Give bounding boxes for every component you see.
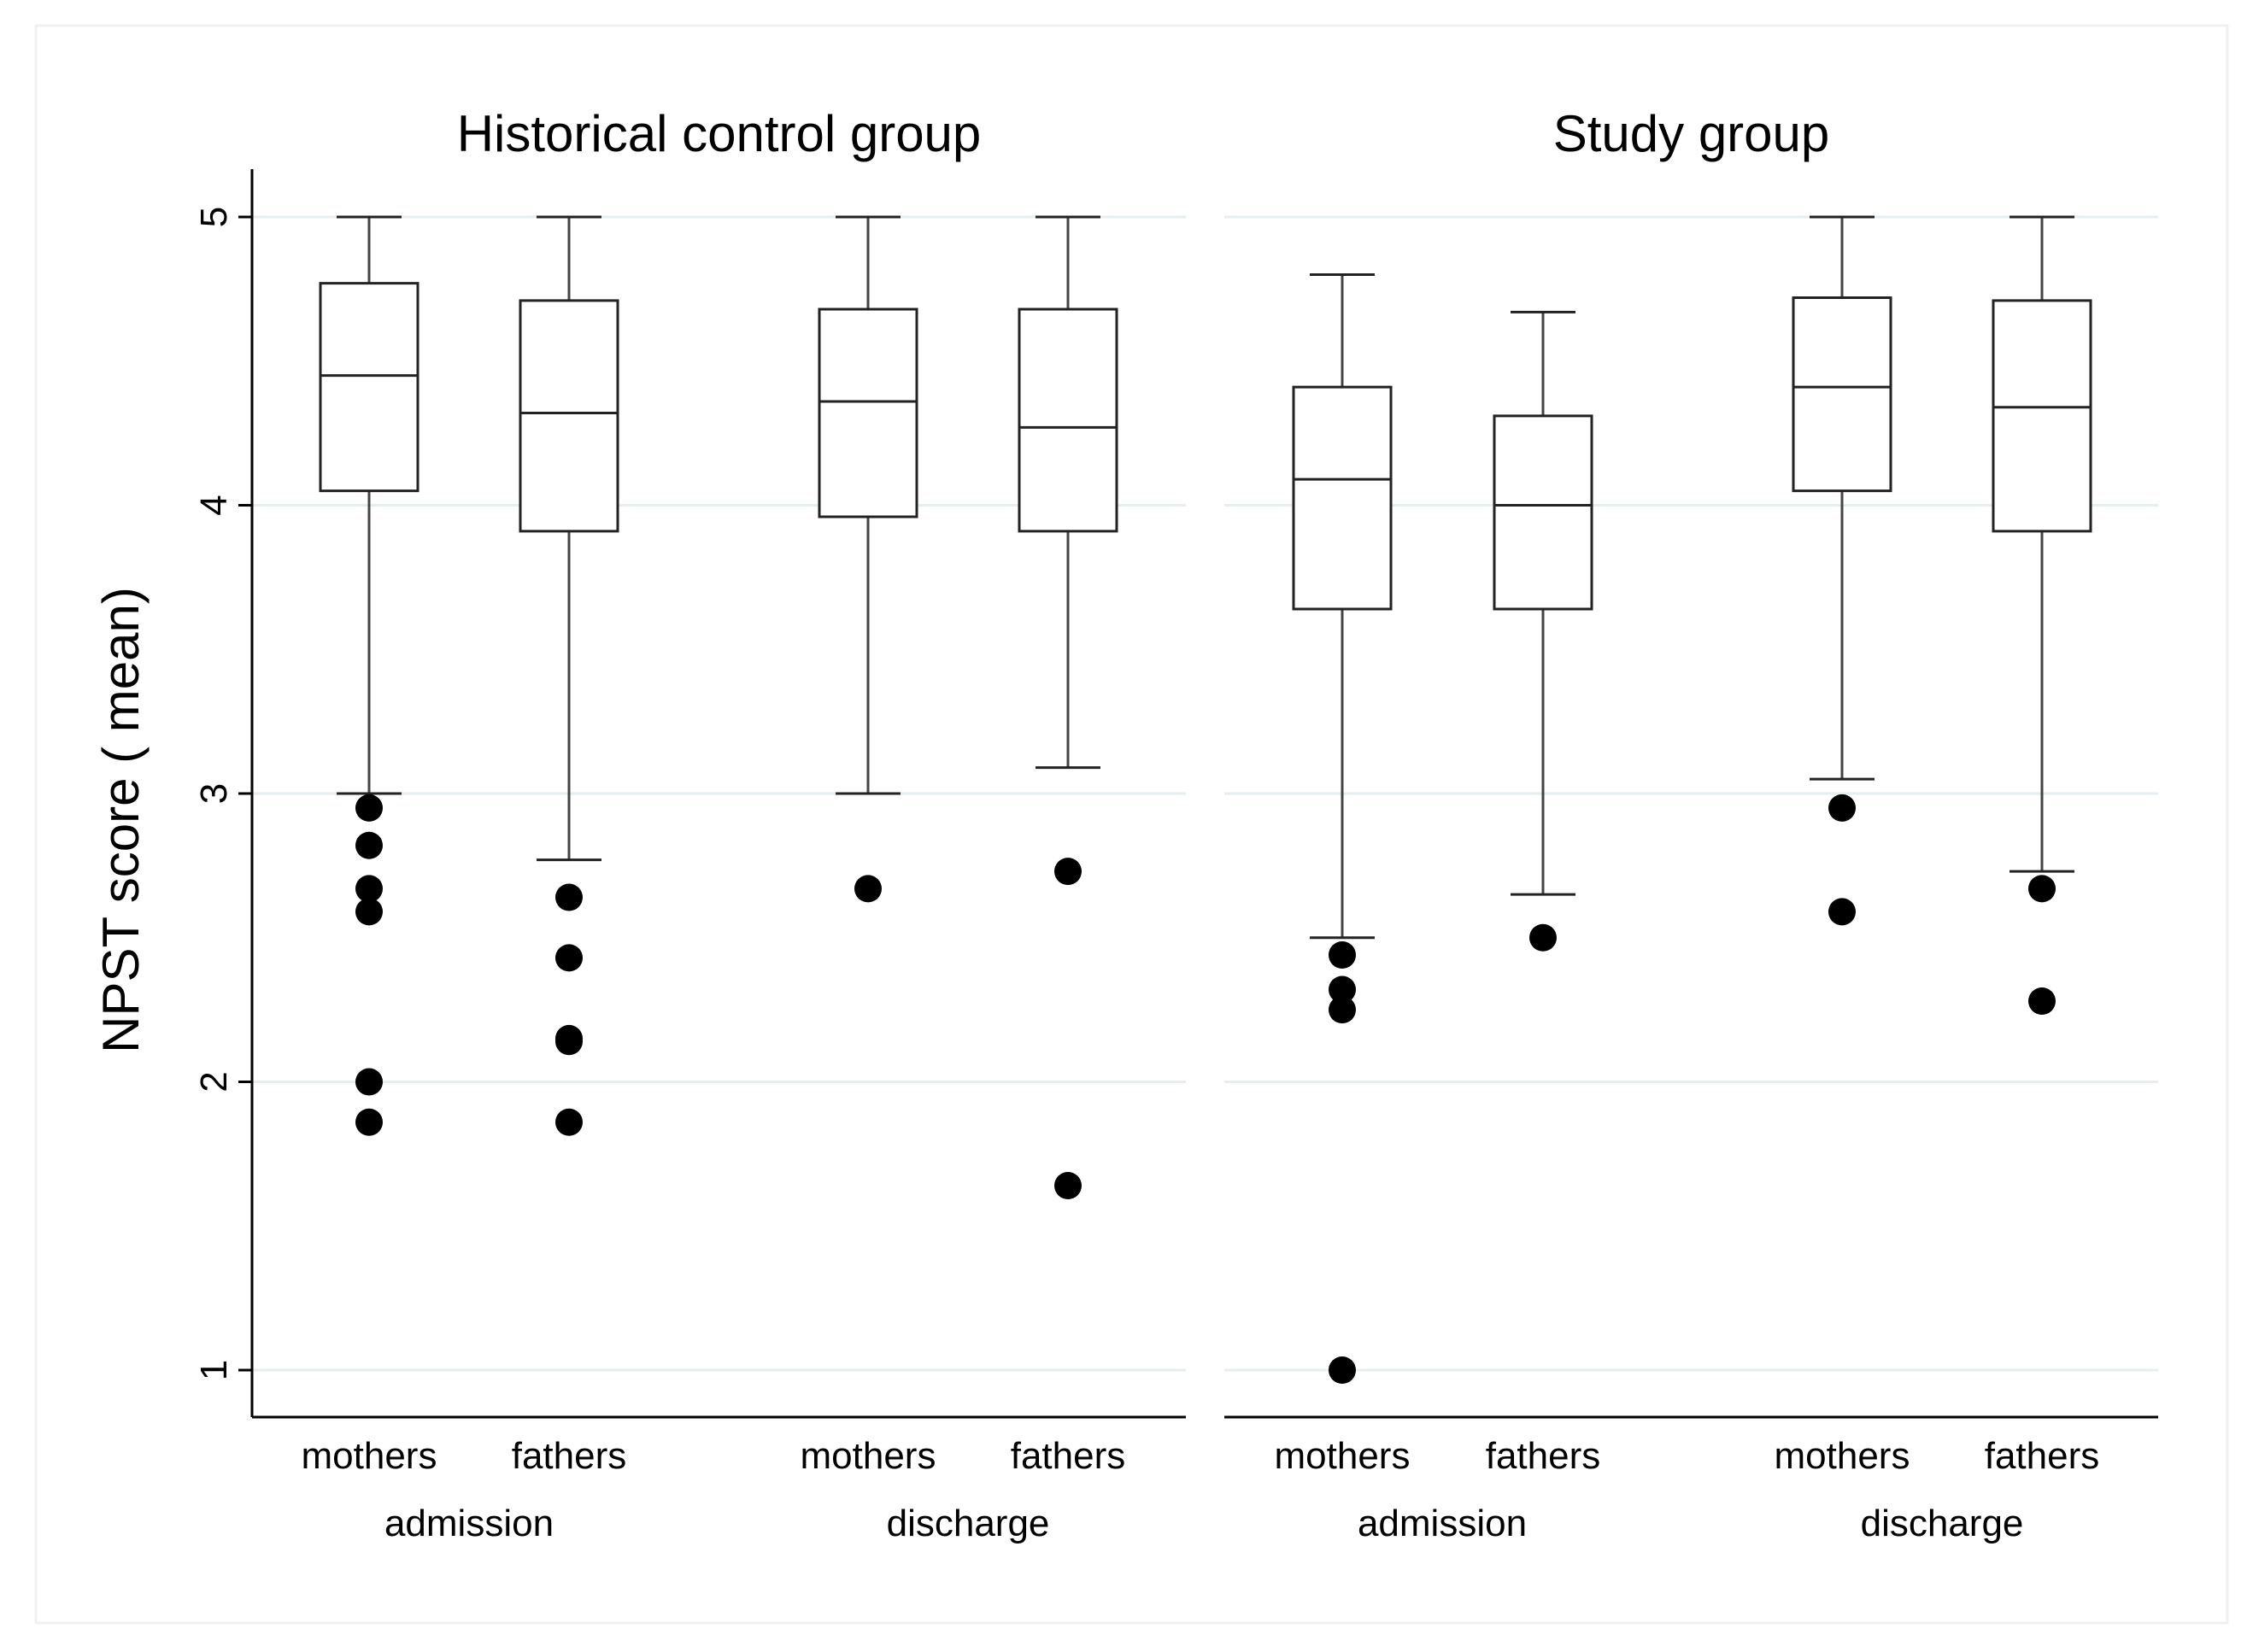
group-label: discharge [887, 1503, 1050, 1544]
category-label: mothers [1275, 1435, 1411, 1477]
panel-title: Study group [1553, 105, 1830, 162]
outlier-point [1828, 898, 1856, 926]
category-label: mothers [1775, 1435, 1910, 1477]
box-mothers [1792, 215, 1892, 926]
figure-border [34, 24, 2229, 1625]
outlier-point [1529, 923, 1557, 952]
iqr-box [1792, 296, 1892, 493]
outlier-point [355, 898, 383, 926]
outlier-point [355, 1108, 383, 1136]
outlier-point [854, 875, 882, 903]
outlier-point [1329, 996, 1356, 1024]
group-label: admission [1358, 1503, 1527, 1544]
outlier-point [555, 883, 583, 911]
box-mothers [319, 215, 420, 1136]
outlier-point [1054, 858, 1082, 886]
box-fathers [519, 215, 619, 1136]
category-label: fathers [512, 1435, 627, 1477]
outlier-point [355, 875, 383, 903]
outlier-point [1828, 794, 1856, 822]
category-label: fathers [1011, 1435, 1126, 1477]
outlier-point [1054, 1172, 1082, 1199]
iqr-box [1992, 299, 2092, 533]
category-label: fathers [1486, 1435, 1601, 1477]
outlier-point [2028, 987, 2056, 1015]
outlier-point [555, 1108, 583, 1136]
iqr-box [1292, 385, 1393, 611]
outlier-point [355, 794, 383, 822]
y-tick-label: 1 [193, 1360, 235, 1380]
panels: 1 2 3 4 5 Historical control group admission mo… [193, 105, 2158, 1544]
y-tick-label: 2 [193, 1071, 235, 1092]
category-label: fathers [1985, 1435, 2100, 1477]
outlier-point [555, 944, 583, 972]
iqr-box [519, 299, 619, 533]
box-fathers [1992, 215, 2092, 1015]
panel-1: 1 2 3 4 5 Historical control group admission mo… [193, 105, 1186, 1544]
outlier-point [555, 1028, 583, 1056]
iqr-box [818, 308, 918, 518]
outlier-point [1329, 1356, 1356, 1384]
outlier-point [1329, 941, 1356, 969]
outlier-point [355, 831, 383, 859]
outlier-point [355, 1068, 383, 1096]
panel-2: Study group admission mothers fathers discha… [1224, 105, 2158, 1544]
y-tick-label: 5 [193, 207, 235, 227]
iqr-box [319, 282, 420, 493]
outlier-point [1329, 975, 1356, 1004]
y-tick-label: 4 [193, 495, 235, 515]
group-label: admission [384, 1503, 554, 1544]
category-label: mothers [302, 1435, 437, 1477]
iqr-box [1493, 414, 1593, 611]
y-tick-label: 3 [193, 783, 235, 804]
box-mothers [1292, 273, 1393, 1384]
box-mothers [818, 215, 918, 903]
panel-title: Historical control group [457, 105, 982, 162]
category-label: mothers [801, 1435, 936, 1477]
group-label: discharge [1861, 1503, 2024, 1544]
y-axis-label: NPST score ( mean) [92, 587, 150, 1053]
outlier-point [2028, 875, 2056, 903]
box-fathers [1018, 215, 1118, 1199]
iqr-box [1018, 308, 1118, 533]
box-fathers [1493, 310, 1593, 952]
